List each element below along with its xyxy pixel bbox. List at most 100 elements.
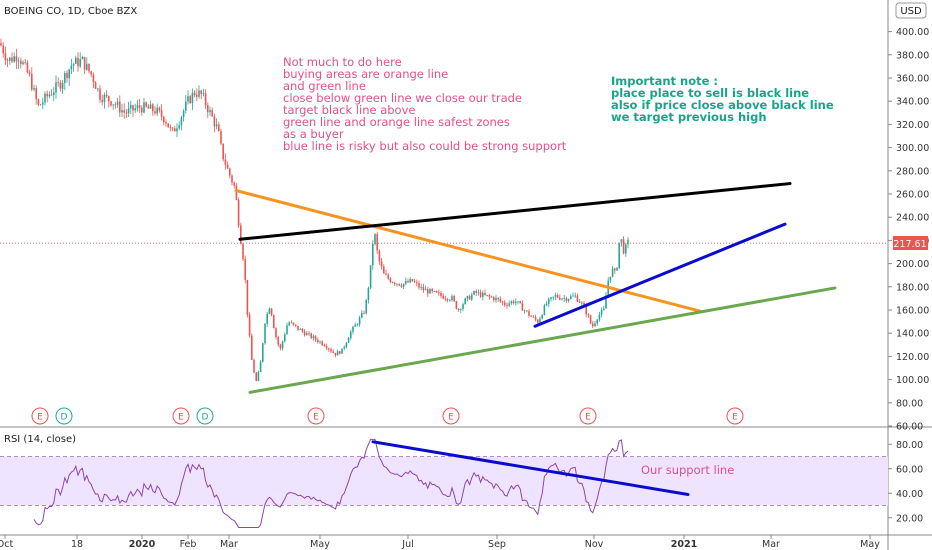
candle-body [200, 90, 202, 95]
price-tick-label: 120.00 [896, 352, 929, 363]
candle-body [380, 261, 383, 267]
earnings-marker [726, 407, 744, 425]
candle-body [94, 82, 97, 89]
candle-body [341, 348, 343, 354]
candle-body [103, 94, 106, 103]
candle-body [526, 310, 528, 312]
candle-body [510, 301, 513, 304]
trend-lines[interactable] [234, 182, 837, 496]
candle-body [587, 314, 590, 316]
earnings-marker [31, 407, 49, 425]
candle-body [154, 111, 156, 114]
candle-body [70, 65, 73, 70]
note-line-3: close below green line we close our trad… [283, 91, 522, 105]
candle-body [211, 110, 213, 117]
candle-body [490, 296, 493, 298]
candle-body [57, 82, 59, 83]
candle-body [48, 94, 51, 97]
candle-body [532, 316, 535, 318]
candle-body [198, 90, 200, 97]
candle-body [541, 314, 543, 319]
candle-body [262, 343, 264, 362]
candle-body [147, 106, 150, 109]
time-tick-label: 2020 [129, 539, 156, 550]
candle-body [457, 308, 460, 310]
candle-body [310, 333, 312, 339]
candle-body [77, 57, 79, 67]
candle-body [220, 131, 222, 144]
candle-body [435, 290, 438, 293]
candle-body [576, 295, 579, 302]
time-tick-label: May [310, 539, 330, 550]
candle-body [521, 303, 524, 311]
candle-body [369, 265, 372, 288]
rsi-tick-label: 20.00 [896, 513, 923, 524]
candle-body [53, 92, 55, 95]
candle-body [550, 297, 552, 299]
candle-body [55, 82, 57, 93]
candle-body [400, 285, 403, 287]
candle-body [493, 297, 495, 301]
time-tick-label: Feb [180, 539, 197, 550]
candle-body [242, 244, 244, 260]
candle-body [616, 267, 618, 271]
candle-body [477, 292, 480, 294]
candle-body [81, 57, 84, 60]
rsi-note: Our support line [641, 463, 734, 477]
candle-body [433, 290, 436, 292]
candle-body [409, 279, 411, 283]
candle-body [35, 88, 37, 100]
candle-body [301, 329, 304, 332]
important-line-0: Important note : [611, 74, 718, 88]
candle-body [572, 295, 574, 297]
candle-body [328, 348, 330, 350]
candle-body [246, 279, 249, 315]
candle-body [22, 62, 24, 65]
rsi-pane [0, 438, 888, 528]
candle-body [61, 82, 64, 89]
candle-body [86, 63, 88, 70]
candle-body [561, 298, 563, 300]
candle-body [394, 282, 396, 285]
time-axis[interactable]: Oct 18 2020 Feb Mar May Jul Sep Nov 2021 Mar May [0, 535, 880, 550]
candle-body [596, 319, 598, 324]
note-line-4: target black line above [283, 103, 415, 117]
candle-body [627, 239, 629, 245]
candle-body [189, 96, 191, 104]
candle-body [343, 346, 345, 349]
candle-body [259, 361, 262, 372]
candle-body [288, 322, 290, 326]
candle-body [237, 199, 240, 226]
currency-badge[interactable] [895, 2, 927, 19]
currency-label: USD [900, 6, 922, 17]
candle-body [160, 110, 163, 117]
candle-body [257, 371, 260, 381]
candle-body [112, 104, 114, 106]
candle-body [290, 322, 293, 324]
candle-body [570, 296, 572, 299]
candle-body [539, 318, 541, 323]
candle-body [222, 143, 224, 160]
candle-body [356, 324, 359, 326]
rsi-line [33, 438, 629, 528]
candle-body [482, 292, 484, 297]
candle-body [438, 292, 440, 294]
blue-trend-line [533, 222, 787, 328]
marker-label: D [202, 413, 209, 423]
candle-body [277, 337, 279, 345]
candle-body [347, 338, 350, 343]
time-tick-label: Jul [401, 539, 413, 550]
candle-body [418, 283, 420, 288]
earnings-marker [307, 407, 325, 425]
candle-body [548, 298, 550, 304]
important-note: Important note : place place to sell is … [611, 74, 834, 124]
candle-body [578, 301, 581, 303]
candle-body [499, 299, 502, 302]
note-line-2: and green line [283, 79, 366, 93]
candle-body [39, 104, 42, 106]
candle-body [334, 352, 337, 356]
price-tick-label: 340.00 [896, 97, 929, 108]
candle-body [149, 104, 152, 109]
